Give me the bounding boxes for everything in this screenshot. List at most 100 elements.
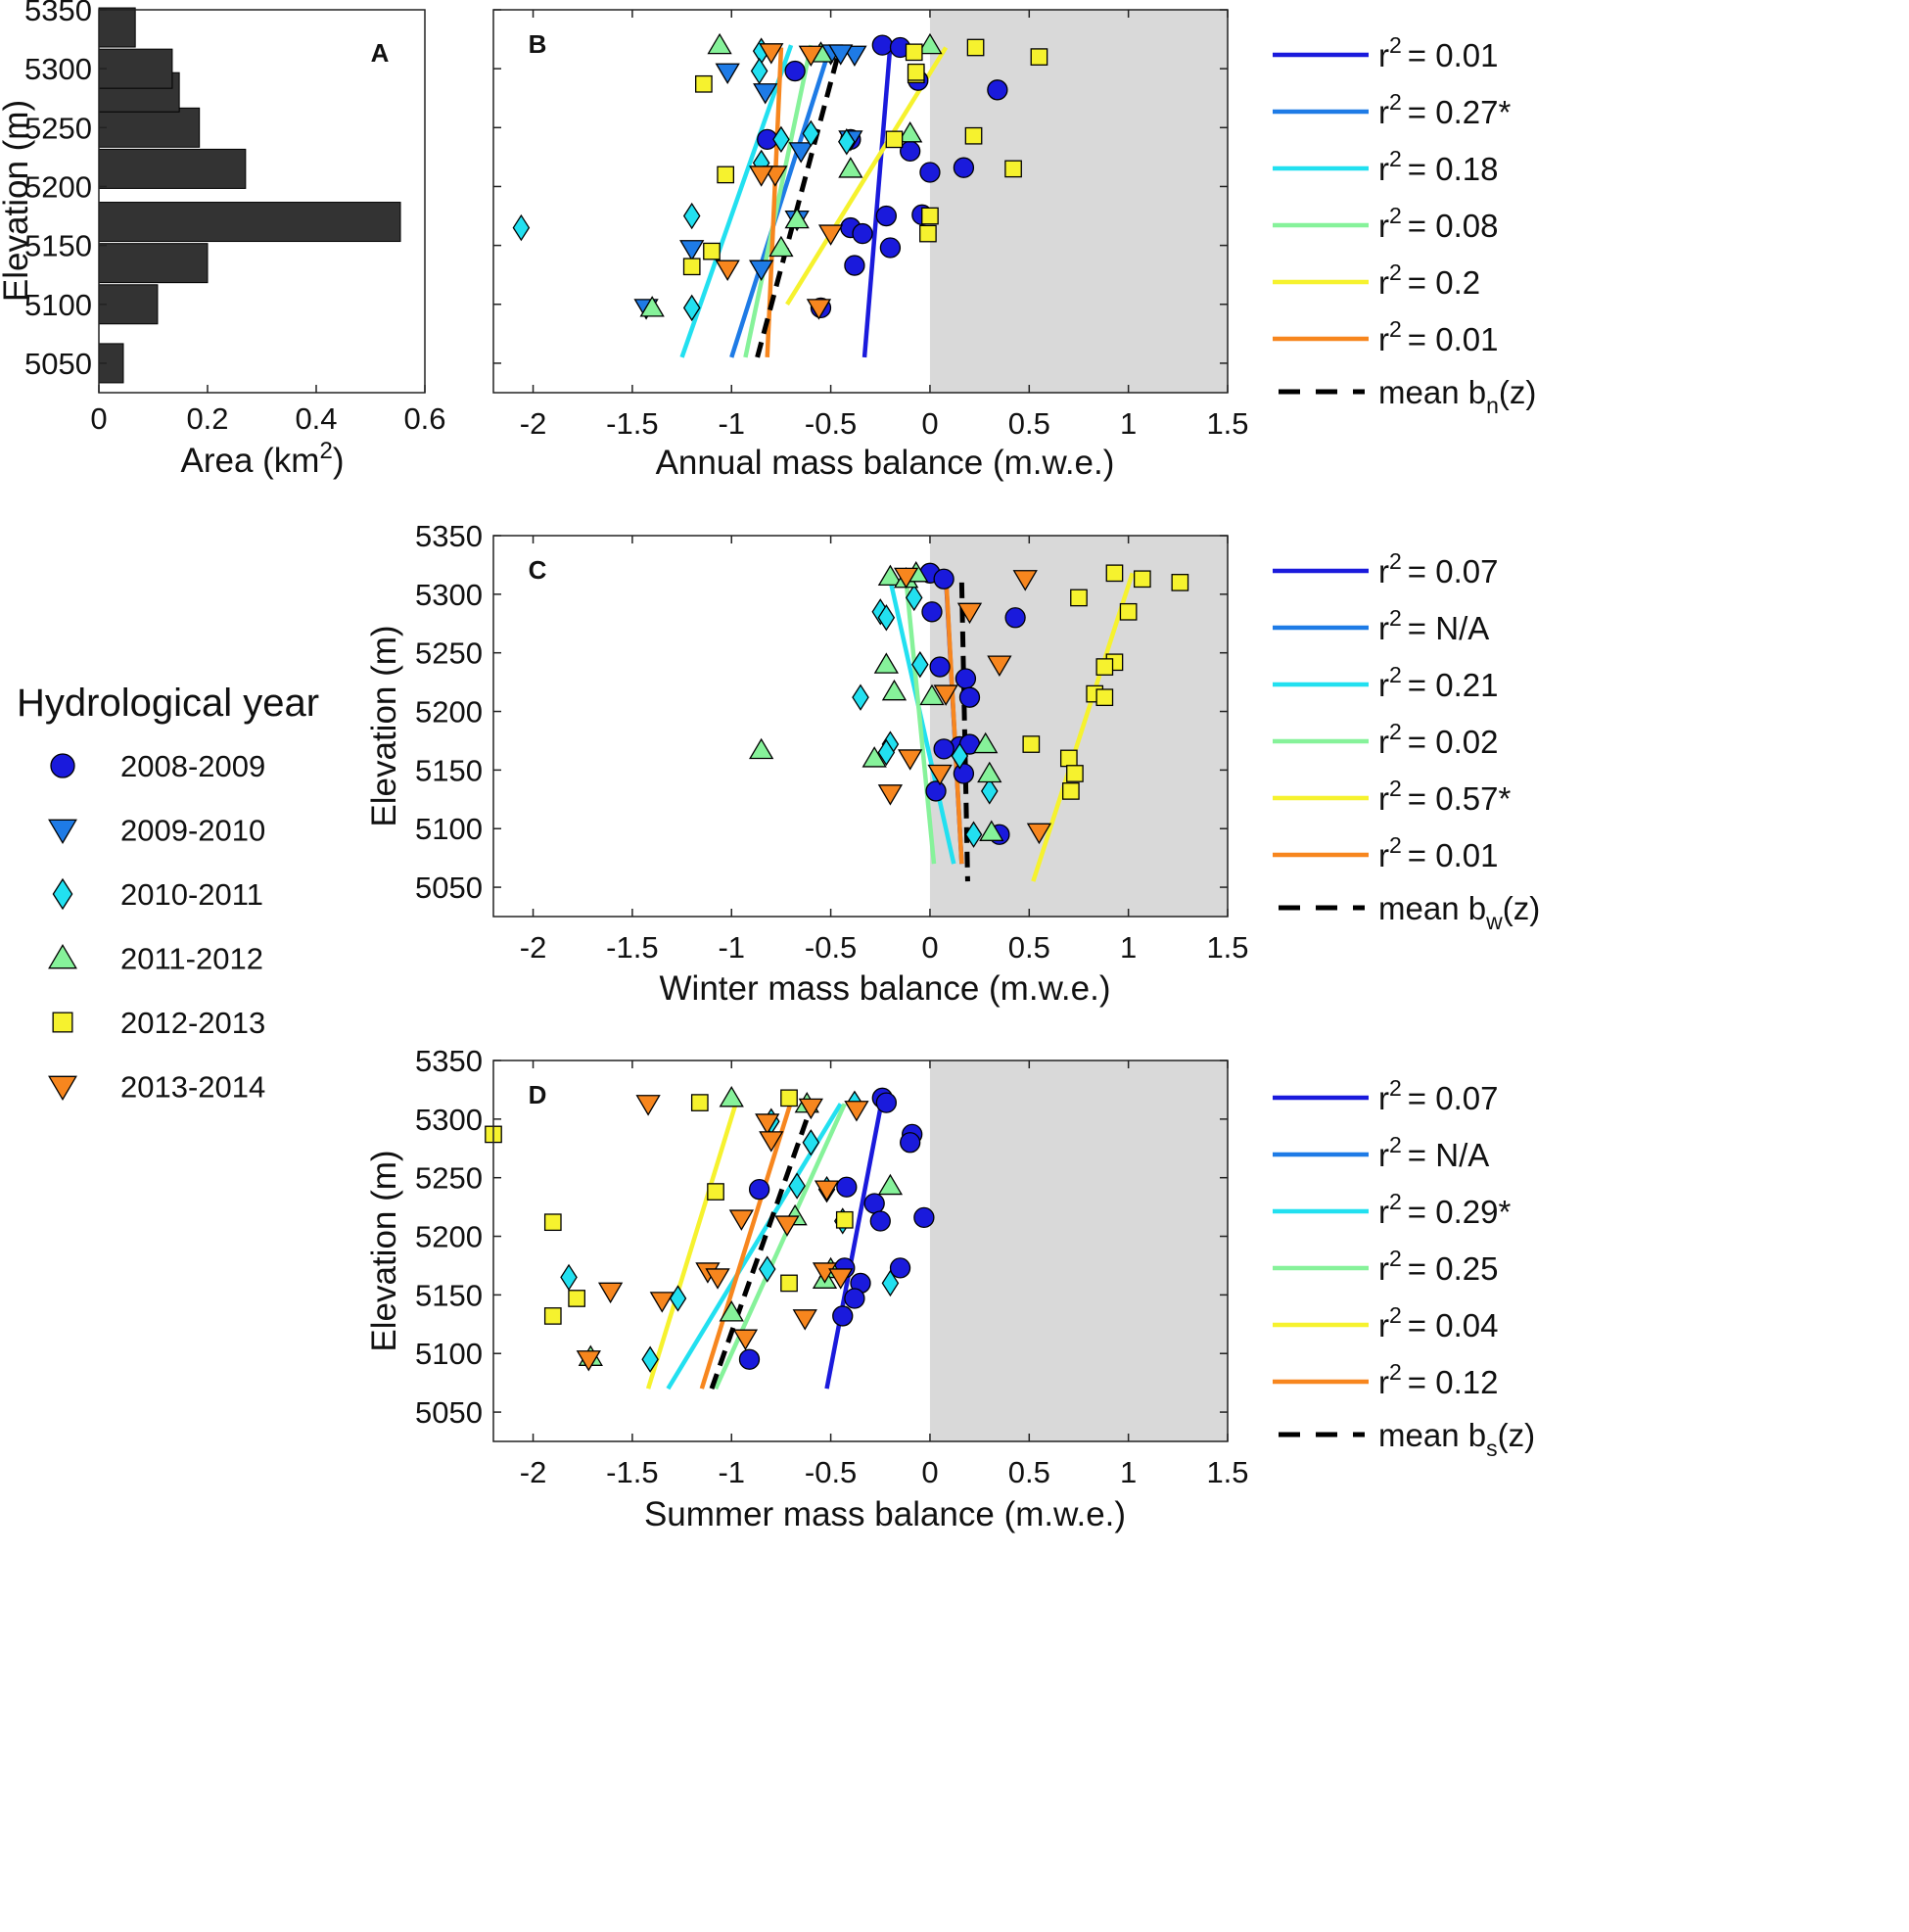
r-sup: 2: [1389, 316, 1402, 342]
point-2012-2013: [1059, 749, 1078, 768]
y-axis-label: Elevation (m): [365, 1150, 403, 1351]
r-symbol: r: [1378, 151, 1389, 187]
x-tick-label--1.5: -1.5: [606, 930, 658, 965]
point-2011-2012: [877, 1173, 904, 1196]
legend-r2-label-2: r2 = 0.21: [1378, 662, 1498, 703]
point-2008-2009: [919, 162, 941, 183]
x-tick-label-0.2: 0.2: [186, 401, 228, 436]
point-2011-2012: [919, 683, 945, 706]
point-2012-2013: [1004, 160, 1022, 178]
point-2013-2014: [792, 1309, 817, 1331]
point-2013-2014: [987, 655, 1012, 677]
panel-a-frame: [98, 9, 426, 394]
point-2013-2014: [576, 1350, 601, 1372]
point-2010-2011: [802, 119, 820, 148]
point-2011-2012: [639, 296, 665, 317]
point-2012-2013: [1062, 782, 1080, 800]
point-2013-2014: [927, 764, 953, 786]
point-2012-2013: [1105, 564, 1124, 583]
point-2008-2009: [875, 1092, 898, 1113]
panel-d-frame: [492, 1060, 1229, 1442]
point-2013-2014: [759, 1131, 784, 1153]
y-tick-label-5350: 5350: [415, 519, 483, 553]
x-axis-label-sup: 2: [319, 438, 332, 464]
point-2010-2011: [641, 1345, 659, 1373]
point-2012-2013: [690, 1094, 709, 1111]
point-2010-2011: [881, 1269, 900, 1297]
year-legend-label-2010-2011: 2010-2011: [120, 877, 263, 912]
point-2013-2014: [877, 784, 904, 806]
point-2010-2011: [852, 683, 869, 711]
point-2011-2012: [861, 746, 887, 768]
point-2012-2013: [682, 258, 701, 276]
area-bar-5335: [98, 7, 136, 48]
x-tick-label--2: -2: [520, 930, 547, 965]
y-tick-label-5200: 5200: [415, 695, 483, 730]
point-2010-2011: [750, 57, 768, 85]
y-tick-label-5250: 5250: [415, 636, 483, 671]
point-2012-2013: [1095, 688, 1114, 707]
point-2012-2013: [835, 1210, 854, 1229]
x-tick-label-0: 0: [90, 401, 107, 436]
point-2010-2011: [512, 213, 531, 242]
point-2011-2012: [873, 652, 899, 674]
r2-value: = 0.12: [1408, 1364, 1499, 1400]
r-sup: 2: [1389, 1132, 1402, 1157]
point-2011-2012: [784, 207, 810, 229]
point-2013-2014: [898, 749, 923, 771]
point-2011-2012: [719, 1300, 744, 1322]
point-2013-2014: [798, 1098, 823, 1120]
point-2011-2012: [979, 820, 1004, 841]
point-2013-2014: [649, 1292, 675, 1313]
point-2008-2009: [1004, 607, 1026, 629]
point-2010-2011: [772, 125, 790, 154]
x-tick-label-1: 1: [1120, 930, 1137, 965]
y-tick-label-5350: 5350: [24, 0, 92, 27]
mean-balance-line: [709, 1107, 814, 1390]
r-symbol: r: [1378, 1364, 1389, 1400]
point-2008-2009: [844, 255, 865, 276]
fit-line-2009-2010: [729, 44, 833, 358]
fit-line-2012-2013: [645, 1097, 740, 1390]
x-tick-label--2: -2: [520, 406, 547, 441]
x-tick-label-1: 1: [1120, 406, 1137, 441]
r-symbol: r: [1378, 724, 1389, 760]
y-tick-label-5200: 5200: [415, 1220, 483, 1254]
r2-value: = 0.07: [1408, 553, 1499, 589]
r2-value: = 0.2: [1408, 264, 1480, 301]
x-tick-label-0: 0: [921, 1455, 938, 1489]
point-2008-2009: [844, 1288, 865, 1309]
area-bar-5250: [98, 107, 201, 148]
point-2008-2009: [832, 1305, 854, 1327]
legend-r2-label-3: r2 = 0.25: [1378, 1246, 1498, 1287]
year-legend-marker-2008-2009: [50, 753, 75, 778]
point-2010-2011: [758, 1255, 776, 1283]
r2-value: = 0.07: [1408, 1080, 1499, 1116]
legend-r2-label-1: r2 = N/A: [1378, 1132, 1489, 1173]
r-sup: 2: [1389, 776, 1402, 801]
area-bar-5100: [98, 284, 159, 325]
point-2013-2014: [1026, 823, 1052, 845]
point-2013-2014: [956, 602, 983, 625]
x-tick-label-0.5: 0.5: [1008, 406, 1050, 441]
legend-mean-label: mean bw(z): [1378, 890, 1540, 934]
r2-value: = 0.29*: [1408, 1194, 1512, 1230]
point-2012-2013: [1030, 48, 1048, 66]
year-legend-marker-2011-2012: [48, 944, 77, 969]
point-2008-2009: [958, 686, 981, 708]
x-tick-label-0: 0: [921, 930, 938, 965]
y-tick-label-5350: 5350: [415, 1044, 483, 1078]
mean-balance-line: [755, 44, 844, 358]
r-sup: 2: [1389, 548, 1402, 574]
year-legend-marker-2012-2013: [52, 1012, 73, 1033]
point-2013-2014: [732, 1329, 759, 1350]
point-2013-2014: [893, 567, 919, 589]
point-2008-2009: [748, 1179, 770, 1201]
point-2009-2010: [679, 240, 705, 261]
panel-label-a: A: [371, 38, 390, 68]
point-2013-2014: [749, 165, 774, 187]
point-2009-2010: [715, 63, 740, 85]
legend-mean-label: mean bs(z): [1378, 1417, 1535, 1461]
panel-b-annual-mass-balance: -2 -1.5 -1 -0.5 0 0.5 1 1.5 Annual mass balance …: [492, 9, 1536, 482]
